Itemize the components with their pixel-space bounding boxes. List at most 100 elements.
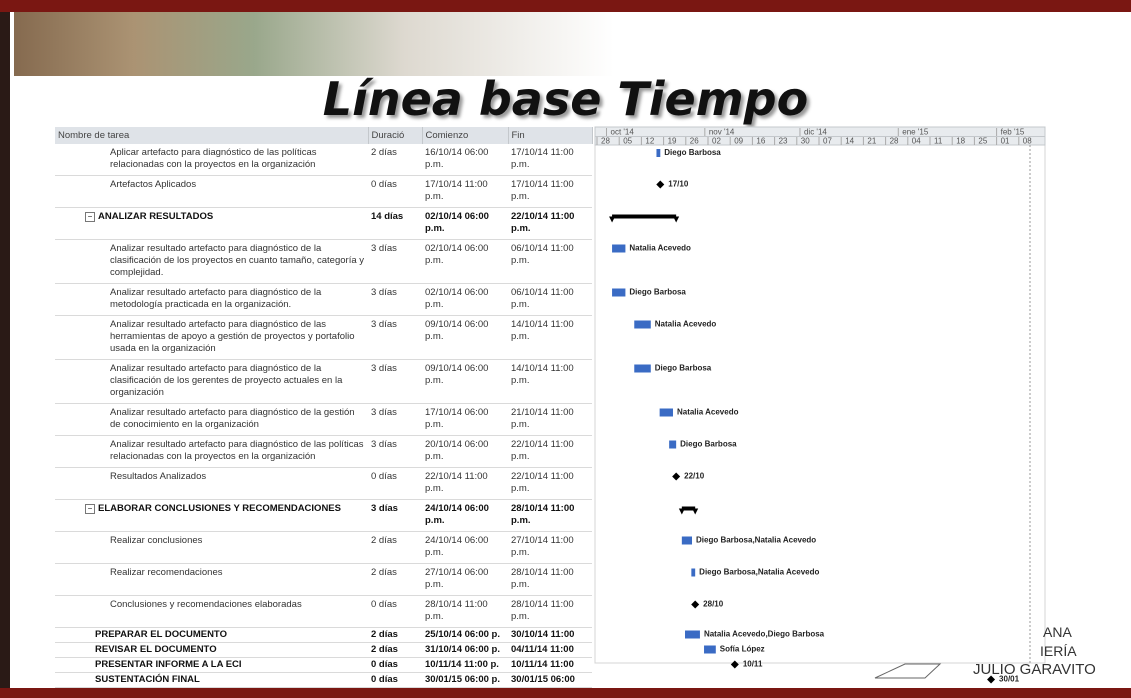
task-bar xyxy=(656,149,661,157)
week-label: 01 xyxy=(1001,137,1010,146)
task-name: Conclusiones y recomendaciones elaborada… xyxy=(110,599,302,610)
week-label: 26 xyxy=(690,137,699,146)
bar-label: Diego Barbosa xyxy=(629,288,686,297)
task-name: Aplicar artefacto para diagnóstico de la… xyxy=(110,147,317,170)
bar-label: 28/10 xyxy=(703,600,724,609)
task-start: 31/10/14 06:00 p. xyxy=(422,642,508,658)
task-name-cell: Analizar resultado artefacto para diagnó… xyxy=(55,359,368,404)
task-bar xyxy=(612,288,626,297)
task-duration: 0 días xyxy=(368,467,422,500)
task-name-cell: Aplicar artefacto para diagnóstico de la… xyxy=(55,144,368,176)
week-label: 16 xyxy=(756,137,765,146)
campus-banner xyxy=(14,12,614,76)
task-name: ANALIZAR RESULTADOS xyxy=(98,211,214,222)
task-name-cell: Analizar resultado artefacto para diagnó… xyxy=(55,403,368,436)
task-name-cell: Realizar conclusiones xyxy=(55,531,368,564)
task-start: 22/10/14 11:00 p.m. xyxy=(422,467,508,500)
task-name-cell: SUSTENTACIÓN FINAL xyxy=(55,672,368,688)
task-start: 10/11/14 11:00 p. xyxy=(422,657,508,673)
week-label: 12 xyxy=(645,137,654,146)
slide-title: Línea base Tiempo xyxy=(322,72,809,126)
task-end: 21/10/14 11:00 p.m. xyxy=(508,403,592,436)
logo-mark xyxy=(874,663,942,679)
task-end: 28/10/14 11:00 p.m. xyxy=(508,499,592,532)
bar-label: 22/10 xyxy=(684,472,705,481)
task-row: Analizar resultado artefacto para diagnó… xyxy=(55,403,592,436)
gantt-frame xyxy=(594,126,1046,664)
task-row: PREPARAR EL DOCUMENTO 2 días 25/10/14 06:0… xyxy=(55,627,592,643)
task-name: Realizar conclusiones xyxy=(110,535,203,546)
milestone xyxy=(672,472,681,481)
task-duration: 14 días xyxy=(368,207,422,240)
task-duration: 0 días xyxy=(368,595,422,628)
task-bar xyxy=(691,568,696,577)
task-name: Analizar resultado artefacto para diagnó… xyxy=(110,407,355,430)
bar-label: Diego Barbosa,Natalia Acevedo xyxy=(699,568,819,577)
month-label: ene '15 xyxy=(902,128,929,137)
month-label: dic '14 xyxy=(804,128,827,137)
summary-bar xyxy=(681,506,696,511)
summary-cap xyxy=(609,216,616,223)
task-duration: 2 días xyxy=(368,144,422,176)
task-end: 14/10/14 11:00 p.m. xyxy=(508,359,592,404)
task-duration: 0 días xyxy=(368,657,422,673)
week-label: 25 xyxy=(978,137,987,146)
bar-label: 30/01 xyxy=(999,675,1020,684)
task-start: 16/10/14 06:00 p.m. xyxy=(422,144,508,176)
task-name-cell: Realizar recomendaciones xyxy=(55,563,368,596)
task-name-cell: REVISAR EL DOCUMENTO xyxy=(55,642,368,658)
task-row: Analizar resultado artefacto para diagnó… xyxy=(55,283,592,316)
task-row: Resultados Analizados 0 días 22/10/14 11:0… xyxy=(55,467,592,500)
task-end: 06/10/14 11:00 p.m. xyxy=(508,283,592,316)
task-name: Analizar resultado artefacto para diagnó… xyxy=(110,439,364,462)
bar-label: Natalia Acevedo,Diego Barbosa xyxy=(704,630,825,639)
week-label: 19 xyxy=(668,137,677,146)
week-label: 28 xyxy=(890,137,899,146)
month-label: feb '15 xyxy=(1001,128,1025,137)
table-body: Aplicar artefacto para diagnóstico de la… xyxy=(55,144,592,698)
task-row: − ELABORAR CONCLUSIONES Y RECOMENDACIONES… xyxy=(55,499,592,532)
task-bar xyxy=(669,440,677,449)
task-start: 09/10/14 06:00 p.m. xyxy=(422,315,508,360)
bar-label: Natalia Acevedo xyxy=(655,320,717,329)
task-duration: 3 días xyxy=(368,239,422,284)
logo-text: JULIO GARAVITO xyxy=(973,661,1096,678)
week-label: 09 xyxy=(734,137,743,146)
task-start: 27/10/14 06:00 p.m. xyxy=(422,563,508,596)
task-duration: 3 días xyxy=(368,359,422,404)
task-duration: 3 días xyxy=(368,315,422,360)
task-start: 17/10/14 11:00 p.m. xyxy=(422,175,508,208)
collapse-icon: − xyxy=(85,504,95,514)
task-bar xyxy=(634,364,651,373)
task-name: Analizar resultado artefacto para diagnó… xyxy=(110,287,322,310)
week-label: 07 xyxy=(823,137,832,146)
task-end: 04/11/14 11:00 xyxy=(508,642,592,658)
task-end: 22/10/14 11:00 p.m. xyxy=(508,207,592,240)
task-row: − ANALIZAR RESULTADOS 14 días 02/10/14 06:0… xyxy=(55,207,592,240)
month-label: oct '14 xyxy=(611,128,635,137)
task-name: Artefactos Aplicados xyxy=(110,179,197,190)
task-name-cell: Analizar resultado artefacto para diagnó… xyxy=(55,239,368,284)
summary-cap xyxy=(678,508,685,515)
task-start: 02/10/14 06:00 p.m. xyxy=(422,239,508,284)
task-row: Conclusiones y recomendaciones elaborada… xyxy=(55,595,592,628)
milestone xyxy=(730,660,739,669)
task-start: 20/10/14 06:00 p.m. xyxy=(422,435,508,468)
task-start: 09/10/14 06:00 p.m. xyxy=(422,359,508,404)
task-row: PRESENTAR INFORME A LA ECI 0 días 10/11/14… xyxy=(55,657,592,673)
task-start: 24/10/14 06:00 p.m. xyxy=(422,499,508,532)
task-duration: 3 días xyxy=(368,283,422,316)
task-name-cell: Resultados Analizados xyxy=(55,467,368,500)
summary-cap xyxy=(673,216,680,223)
task-table: Nombre de tarea Duració Comienzo Fin Aplica… xyxy=(55,127,593,698)
week-label: 30 xyxy=(801,137,810,146)
task-start: 28/10/14 11:00 p.m. xyxy=(422,595,508,628)
task-duration: 0 días xyxy=(368,672,422,688)
task-bar xyxy=(685,630,700,639)
task-row: REVISAR EL DOCUMENTO 2 días 31/10/14 06:00… xyxy=(55,642,592,658)
task-end: 30/10/14 11:00 xyxy=(508,627,592,643)
task-name: PREPARAR EL DOCUMENTO xyxy=(95,629,227,640)
task-end: 22/10/14 11:00 p.m. xyxy=(508,467,592,500)
task-end: 28/10/14 11:00 p.m. xyxy=(508,595,592,628)
task-name-cell: Artefactos Aplicados xyxy=(55,175,368,208)
